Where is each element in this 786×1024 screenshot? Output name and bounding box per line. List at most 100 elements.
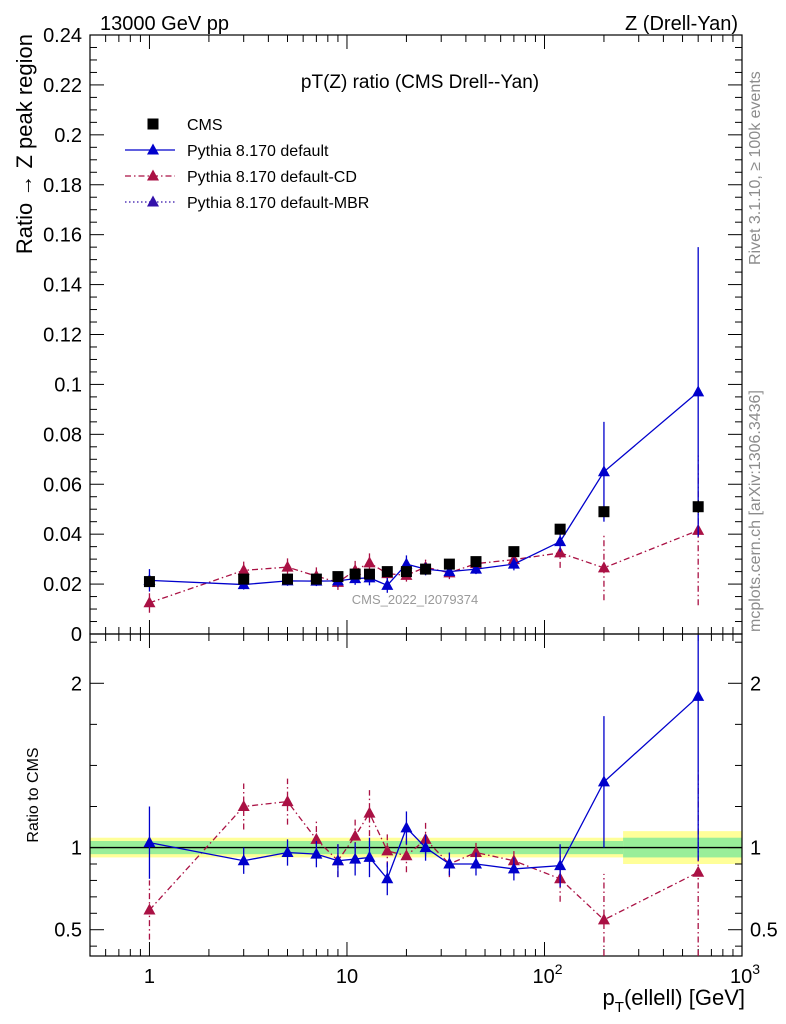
data-point [143,576,155,588]
ratio-data-point [400,821,413,833]
y-tick-label: 0.24 [43,25,82,47]
header-right-label: Z (Drell-Yan) [625,13,738,35]
data-point [598,506,610,518]
legend-entry: Pythia 8.170 default-CD [125,169,357,186]
rivet-version-label: Rivet 3.1.10, ≥ 100k events [747,71,764,265]
data-point [237,563,250,575]
ratio-series-line [149,695,699,881]
data-point [554,535,567,547]
data-point [554,523,566,535]
ratio-data-point [692,689,705,701]
ratio-data-point [363,806,376,818]
y-tick-label: 0.18 [43,175,82,197]
data-point [470,556,482,568]
data-point [381,578,394,590]
legend-marker [147,143,159,155]
data-point [692,501,704,513]
ratio-data-point [363,850,376,862]
legend-entry: Pythia 8.170 default-MBR [125,195,369,212]
data-point [597,465,610,477]
ratio-data-point [143,903,156,915]
ratio-data-point [331,854,344,866]
ratio-data-point [381,844,394,856]
y-tick-label: 0.12 [43,325,82,347]
data-point [332,571,344,583]
data-point [554,546,567,558]
data-point [282,573,294,585]
y-tick-label: 0.08 [43,424,82,446]
legend-marker [147,195,159,207]
legend-entry: Pythia 8.170 default [125,143,329,160]
legend-entry: CMS [147,117,223,134]
ratio-data-point [507,862,520,874]
data-point [363,568,375,580]
ratio-y-axis-label: Ratio to CMS [25,747,42,842]
series-line [149,391,699,587]
y-tick-label: 0.16 [43,225,82,247]
ratio-data-point [237,854,250,866]
data-point [238,573,250,585]
data-point [310,573,322,585]
ratio-panel: 0.5 0.5 1 1 2 2 1 10 102 103 [54,633,778,988]
ratio-data-point [419,841,432,853]
ratio-data-point [597,775,610,787]
ratio-plot-frame [89,633,743,957]
legend-label: Pythia 8.170 default-MBR [187,195,369,212]
legend-label: CMS [187,117,223,134]
ratio-data-point [597,913,610,925]
ratio-data-point [237,800,250,811]
y-tick-label: 0.04 [43,524,82,546]
x-tick-label: 103 [730,961,760,988]
main-y-axis-label: Ratio → Z peak region [12,34,37,254]
data-point [349,568,361,580]
legend-marker [147,118,159,130]
header-left-label: 13000 GeV pp [100,13,229,35]
plot-title: pT(Z) ratio (CMS Drell--Yan) [301,72,539,93]
y-tick-label: 0.22 [43,75,82,97]
data-point [281,560,294,572]
ratio-data-point [281,795,294,807]
ratio-data-point [349,829,362,841]
data-point [143,596,156,608]
data-point [692,385,705,397]
data-point [443,565,456,577]
ratio-y-tick-label-right: 1 [750,838,761,860]
y-tick-label: 0.02 [43,574,82,596]
ratio-data-point [310,847,323,859]
ratio-data-point [349,852,362,864]
ratio-data-point [310,832,323,844]
data-point [400,566,412,578]
data-point [597,561,610,573]
ratio-data-point [143,836,156,848]
ratio-y-tick-label-right: 2 [750,673,761,695]
ratio-data-point [692,865,705,877]
y-tick-label: 0.1 [54,374,82,396]
ratio-data-point [400,849,413,861]
x-tick-label: 10 [336,966,358,988]
ratio-data-point [469,857,482,869]
legend-label: Pythia 8.170 default [187,143,329,160]
data-point [507,557,520,569]
y-tick-label: 0.14 [43,275,82,297]
ratio-y-tick-label: 1 [71,838,82,860]
legend-label: Pythia 8.170 default-CD [187,169,357,186]
ratio-series-line [148,800,699,921]
y-tick-label: 0.2 [54,125,82,147]
x-tick-label: 102 [532,961,562,988]
mcplots-label: mcplots.cern.ch [arXiv:1306.3436] [747,390,764,632]
ratio-data-point [281,846,294,857]
data-point [508,546,520,558]
ratio-y-tick-label: 0.5 [54,920,82,942]
data-point [400,557,413,569]
ratio-y-tick-label-right: 0.5 [750,920,778,942]
data-point [363,556,376,568]
ratio-y-tick-label: 2 [71,673,82,695]
data-point [469,562,482,574]
ratio-data-point [381,872,394,884]
y-tick-label: 0.06 [43,474,82,496]
series-line [149,529,699,604]
ratio-data-point [554,859,567,871]
data-point [443,558,455,570]
ratio-data-point [469,846,482,857]
